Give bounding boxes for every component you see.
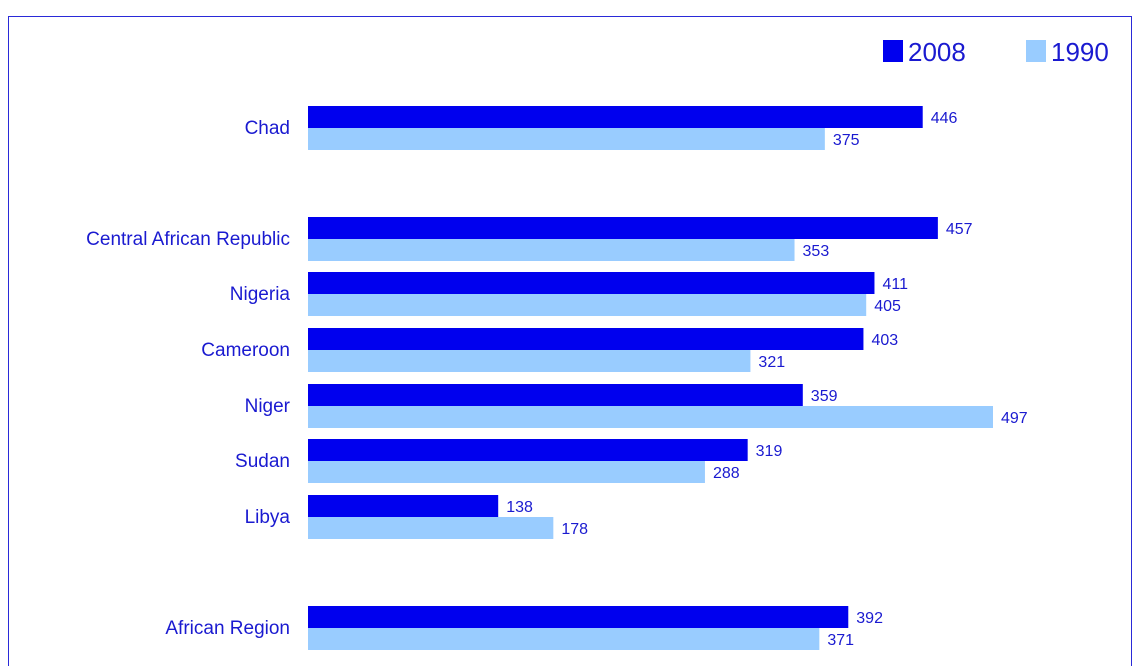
- bar-central-african-republic-2008: [308, 217, 938, 239]
- legend: 2008 1990: [883, 37, 1109, 67]
- value-label-cameroon-2008: 403: [871, 332, 898, 349]
- category-label-nigeria: Nigeria: [230, 284, 291, 305]
- category-label-chad: Chad: [245, 118, 290, 139]
- bar-sudan-1990: [308, 461, 705, 483]
- value-label-libya-2008: 138: [506, 499, 533, 516]
- bar-central-african-republic-1990: [308, 239, 795, 261]
- value-label-sudan-2008: 319: [756, 443, 783, 460]
- category-labels: Chad Central African Republic Nigeria Camer…: [86, 118, 290, 639]
- value-label-central-african-republic-2008: 457: [946, 221, 973, 238]
- value-label-niger-1990: 497: [1001, 410, 1028, 427]
- legend-swatch-2008: [883, 40, 903, 62]
- value-label-sudan-1990: 288: [713, 465, 740, 482]
- category-label-central-african-republic: Central African Republic: [86, 229, 290, 250]
- bars-layer: [308, 106, 993, 650]
- bar-chad-2008: [308, 106, 923, 128]
- value-labels: 446 375 457 353 411 405 403 321 359 497 319 288 138 1…: [506, 110, 1028, 649]
- value-label-niger-2008: 359: [811, 388, 838, 405]
- legend-swatch-1990: [1026, 40, 1046, 62]
- bar-sudan-2008: [308, 439, 748, 461]
- bar-nigeria-2008: [308, 272, 875, 294]
- category-label-libya: Libya: [245, 507, 291, 528]
- bar-cameroon-1990: [308, 350, 751, 372]
- value-label-chad-1990: 375: [833, 132, 860, 149]
- value-label-cameroon-1990: 321: [758, 354, 785, 371]
- value-label-central-african-republic-1990: 353: [803, 243, 830, 260]
- category-label-african-region: African Region: [165, 618, 290, 639]
- value-label-african-region-2008: 392: [856, 610, 883, 627]
- bar-libya-2008: [308, 495, 499, 517]
- category-label-niger: Niger: [245, 396, 291, 417]
- bar-chad-1990: [308, 128, 825, 150]
- bar-niger-1990: [308, 406, 993, 428]
- legend-label-1990: 1990: [1051, 37, 1109, 67]
- value-label-chad-2008: 446: [931, 110, 958, 127]
- value-label-libya-1990: 178: [561, 521, 588, 538]
- value-label-nigeria-1990: 405: [874, 298, 901, 315]
- legend-label-2008: 2008: [908, 37, 966, 67]
- bar-libya-1990: [308, 517, 554, 539]
- bar-cameroon-2008: [308, 328, 864, 350]
- bar-nigeria-1990: [308, 294, 867, 316]
- category-label-sudan: Sudan: [235, 451, 290, 472]
- value-label-african-region-1990: 371: [827, 632, 854, 649]
- bar-niger-2008: [308, 384, 803, 406]
- category-label-cameroon: Cameroon: [201, 340, 290, 361]
- value-label-nigeria-2008: 411: [882, 276, 908, 293]
- bar-african-region-1990: [308, 628, 820, 650]
- bar-african-region-2008: [308, 606, 849, 628]
